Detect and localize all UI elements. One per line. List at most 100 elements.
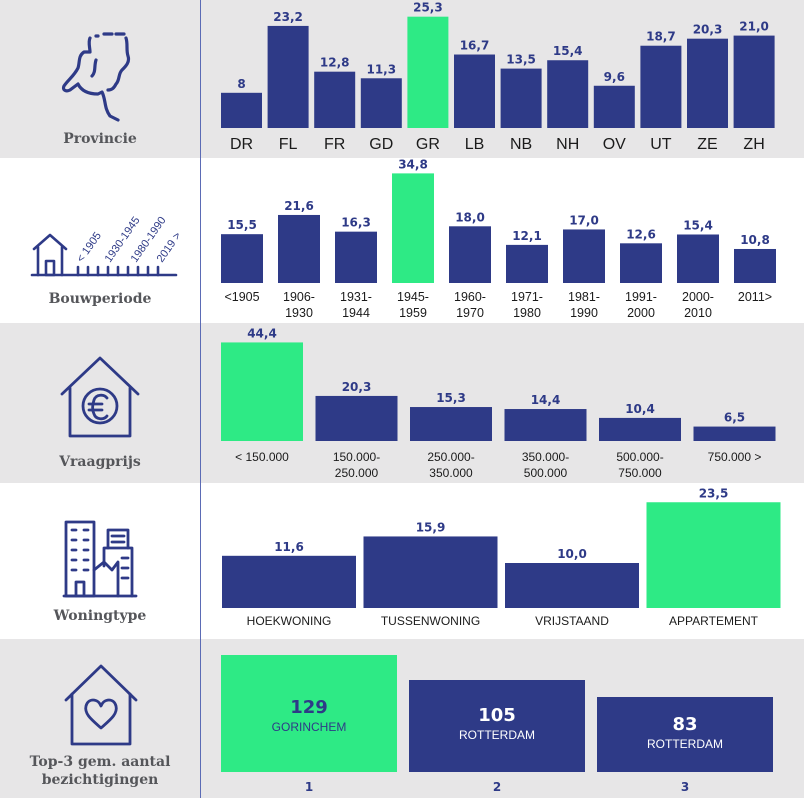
- bar: [267, 25, 309, 129]
- top3-city-2: ROTTERDAM: [459, 728, 535, 742]
- category-label: 1990: [570, 306, 598, 320]
- top3-value-3: 83: [672, 714, 698, 735]
- bar-value-label: 15,5: [227, 218, 257, 232]
- bar: [734, 248, 776, 283]
- bar-value-label: 17,0: [569, 213, 599, 227]
- bar-value-label: 14,4: [531, 393, 561, 407]
- category-label: 1980: [513, 306, 541, 320]
- category-label: 1991-: [625, 290, 657, 304]
- category-label: 2000: [627, 306, 655, 320]
- bar-value-label: 23,5: [699, 486, 729, 500]
- category-label: UT: [650, 136, 672, 153]
- category-label: 250.000-: [427, 450, 474, 464]
- bar: [599, 417, 681, 441]
- bar-value-label: 12,1: [512, 229, 542, 243]
- category-label: FL: [279, 136, 298, 153]
- bar-value-label: 6,5: [724, 411, 745, 425]
- bar-value-label: 9,6: [604, 70, 625, 84]
- category-label: 2011>: [738, 290, 772, 304]
- category-label: 350.000-: [522, 450, 569, 464]
- category-label: < 150.000: [235, 450, 289, 464]
- row-label-vraagprijs: Vraagprijs: [59, 454, 141, 470]
- category-label: DR: [230, 136, 253, 153]
- category-label: NB: [510, 136, 532, 153]
- house-timeline-icon: < 1905 1930-1945 1980-1990 2019 >: [30, 215, 184, 277]
- category-label: LB: [465, 136, 485, 153]
- bar: [407, 16, 449, 128]
- bar: [315, 395, 398, 441]
- category-label: 1971-: [511, 290, 543, 304]
- category-label: 2010: [684, 306, 712, 320]
- bar: [278, 214, 320, 283]
- category-label: GD: [369, 136, 393, 153]
- bar-value-label: 15,9: [416, 520, 446, 534]
- bar-value-label: 10,4: [625, 402, 655, 416]
- bar: [505, 563, 639, 608]
- top3-box-2: 105 ROTTERDAM: [409, 680, 585, 772]
- top3-rank-2: 2: [492, 780, 502, 794]
- category-label: 500.000-: [616, 450, 663, 464]
- category-label: 250.000: [335, 466, 379, 480]
- bar: [222, 555, 356, 608]
- row-label-woningtype: Woningtype: [53, 608, 147, 624]
- bar: [693, 426, 776, 441]
- bar-value-label: 34,8: [398, 157, 428, 171]
- apartment-buildings-icon: [62, 520, 138, 598]
- bar: [410, 407, 492, 441]
- category-label: <1905: [224, 290, 259, 304]
- bar-value-label: 10,0: [557, 547, 587, 561]
- category-label: 2000-: [682, 290, 714, 304]
- bar: [506, 244, 548, 283]
- category-label: 750.000: [618, 466, 662, 480]
- category-label: TUSSENWONING: [381, 614, 480, 628]
- bar: [360, 78, 402, 128]
- category-label: 1944: [342, 306, 370, 320]
- category-label: 1945-: [397, 290, 429, 304]
- top3-city-1: GORINCHEM: [271, 720, 347, 734]
- category-label: HOEKWONING: [247, 614, 332, 628]
- bar-value-label: 13,5: [506, 53, 536, 67]
- bar-value-label: 25,3: [413, 1, 443, 15]
- top3-box-3: 83 ROTTERDAM: [597, 697, 773, 772]
- category-label: NH: [556, 136, 579, 153]
- map-of-netherlands-icon: [61, 32, 131, 122]
- bar-value-label: 21,6: [284, 199, 314, 213]
- bar-value-label: 21,0: [739, 20, 769, 34]
- category-label: VRIJSTAAND: [535, 614, 609, 628]
- bar: [687, 38, 728, 128]
- bar-value-label: 16,3: [341, 216, 371, 230]
- category-label: 1981-: [568, 290, 600, 304]
- bar: [363, 536, 498, 608]
- row-label-provincie: Provincie: [63, 131, 137, 147]
- top3-rank-1: 1: [304, 780, 314, 794]
- category-label: OV: [603, 136, 626, 153]
- bar: [454, 54, 495, 128]
- category-label: GR: [416, 136, 440, 153]
- bar-value-label: 23,2: [273, 10, 303, 24]
- top3-city-3: ROTTERDAM: [647, 737, 723, 751]
- bar-value-label: 20,3: [693, 23, 723, 37]
- house-euro-icon: [60, 356, 140, 438]
- bar-value-label: 12,8: [320, 56, 350, 70]
- category-label: 1959: [399, 306, 427, 320]
- bar: [733, 35, 775, 128]
- top3-value-1: 129: [290, 697, 328, 718]
- row-label-bouwperiode: Bouwperiode: [48, 291, 152, 307]
- column-divider: [200, 0, 201, 798]
- bar: [646, 502, 781, 608]
- bar-value-label: 11,3: [366, 62, 396, 76]
- category-label: FR: [324, 136, 345, 153]
- top3-value-2: 105: [478, 705, 516, 726]
- category-label: ZE: [697, 136, 717, 153]
- category-label: 500.000: [524, 466, 568, 480]
- row-band-vraagprijs: [0, 323, 804, 483]
- category-label: 750.000 >: [708, 450, 762, 464]
- category-label: 1906-: [283, 290, 315, 304]
- house-heart-icon: [64, 664, 138, 746]
- category-label: 1960-: [454, 290, 486, 304]
- bar: [620, 243, 662, 283]
- bar-value-label: 44,4: [247, 326, 277, 340]
- bar: [504, 409, 587, 441]
- bar: [221, 92, 262, 128]
- bar-value-label: 11,6: [274, 540, 304, 554]
